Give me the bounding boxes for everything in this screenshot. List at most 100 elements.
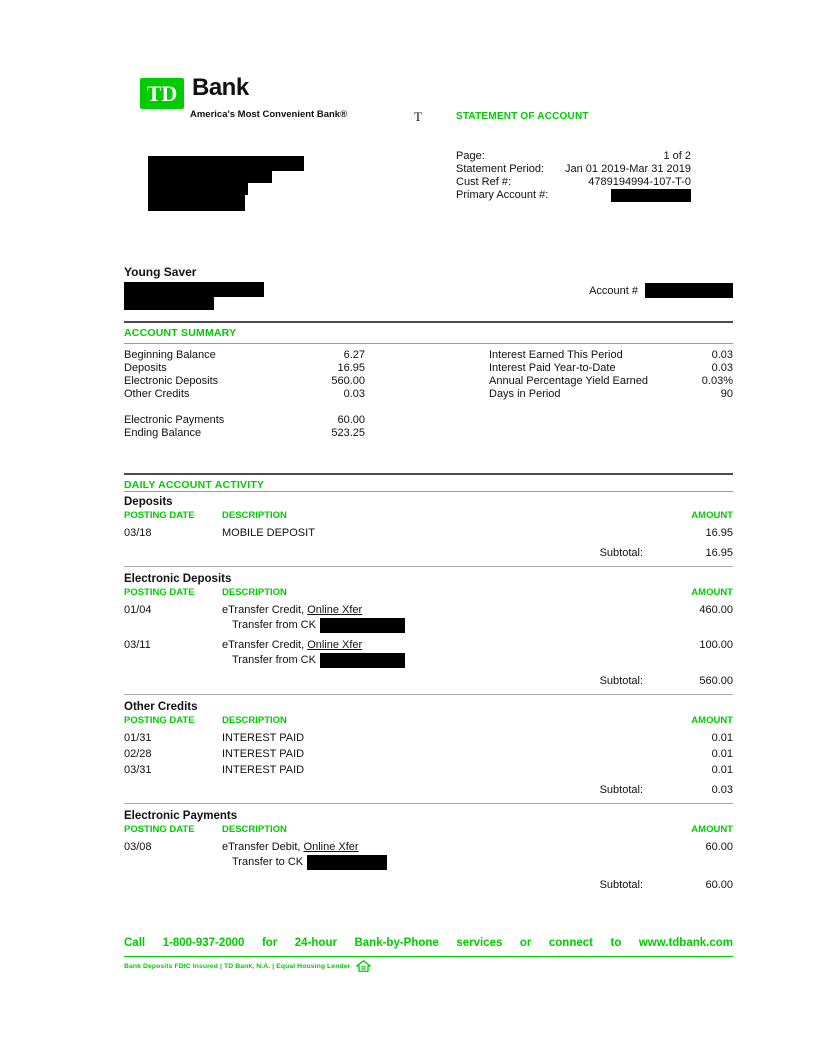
column-headers: POSTING DATE DESCRIPTION AMOUNT [124, 824, 733, 836]
description: MOBILE DEPOSIT [222, 527, 315, 539]
description-text: eTransfer Debit, [222, 841, 304, 853]
posting-date-header: POSTING DATE [124, 715, 195, 726]
table-row: 03/11 eTransfer Credit, Online Xfer Tran… [124, 639, 733, 668]
info-row-primary-account: Primary Account #: [456, 189, 691, 202]
summary-label: Interest Earned This Period [489, 349, 623, 361]
statement-period-label: Statement Period: [456, 163, 545, 175]
summary-label: Annual Percentage Yield Earned [489, 375, 649, 387]
table-row: 01/31 INTEREST PAID 0.01 [124, 732, 733, 745]
redacted-mailing-address [148, 156, 304, 211]
activity-section-electronic-deposits: Electronic Deposits POSTING DATE DESCRIP… [124, 572, 733, 695]
posting-date-header: POSTING DATE [124, 824, 195, 835]
subtotal-row: Subtotal: 0.03 [124, 784, 733, 797]
redaction-bar [645, 283, 733, 298]
description-line1: eTransfer Credit, Online Xfer [222, 639, 362, 651]
statement-info-table: Page: 1 of 2 Statement Period: Jan 01 20… [456, 150, 691, 202]
section-rule [124, 566, 733, 567]
statement-period-value: Jan 01 2019-Mar 31 2019 [565, 163, 691, 175]
amount-header: AMOUNT [691, 587, 733, 598]
summary-label: Beginning Balance [124, 349, 216, 361]
info-row-custref: Cust Ref #: 4789194994-107-T-0 [456, 176, 691, 189]
subtotal-row: Subtotal: 60.00 [124, 879, 733, 892]
column-headers: POSTING DATE DESCRIPTION AMOUNT [124, 510, 733, 522]
description: eTransfer Credit, Online Xfer Transfer f… [222, 604, 643, 633]
section-rule [124, 473, 733, 475]
table-row: 02/28 INTEREST PAID 0.01 [124, 748, 733, 761]
subtotal-row: Subtotal: 560.00 [124, 675, 733, 688]
amount: 100.00 [699, 639, 733, 651]
statement-of-account-title: STATEMENT OF ACCOUNT [456, 111, 589, 122]
description-header: DESCRIPTION [222, 824, 287, 835]
summary-row: Interest Paid Year-to-Date 0.03 [489, 362, 733, 375]
subtotal-row: Subtotal: 16.95 [124, 547, 733, 560]
amount-header: AMOUNT [691, 824, 733, 835]
footer-rule [124, 956, 733, 957]
posting-date: 02/28 [124, 748, 152, 760]
description: eTransfer Debit, Online Xfer Transfer to… [222, 841, 643, 870]
summary-row: Days in Period 90 [489, 388, 733, 401]
redaction-bar [124, 282, 264, 297]
description-line1: eTransfer Debit, Online Xfer [222, 841, 359, 853]
summary-row: Beginning Balance 6.27 [124, 349, 365, 362]
subtotal-label: Subtotal: [599, 879, 643, 891]
description-line2: Transfer from CK [232, 653, 643, 668]
description-header: DESCRIPTION [222, 510, 287, 521]
summary-row: Deposits 16.95 [124, 362, 365, 375]
daily-activity-title: DAILY ACCOUNT ACTIVITY [124, 479, 265, 491]
table-row: 01/04 eTransfer Credit, Online Xfer Tran… [124, 604, 733, 633]
summary-row: Other Credits 0.03 [124, 388, 365, 401]
description-header: DESCRIPTION [222, 715, 287, 726]
page-label: Page: [456, 150, 485, 162]
brand-tagline: America's Most Convenient Bank® [190, 109, 348, 120]
cust-ref-label: Cust Ref #: [456, 176, 512, 188]
description: eTransfer Credit, Online Xfer Transfer f… [222, 639, 643, 668]
description-text-underlined: Online Xfer [307, 639, 363, 651]
description-text-underlined: Online Xfer [303, 841, 359, 853]
table-row: 03/08 eTransfer Debit, Online Xfer Trans… [124, 841, 733, 870]
amount: 0.01 [711, 732, 733, 744]
table-row: 03/31 INTEREST PAID 0.01 [124, 764, 733, 777]
subtotal-amount: 0.03 [711, 784, 733, 796]
summary-value: 523.25 [331, 427, 365, 439]
form-type-marker: T [414, 109, 422, 124]
posting-date: 03/31 [124, 764, 152, 776]
footer-legal-line: Bank Deposits FDIC Insured | TD Bank, N.… [124, 960, 733, 972]
summary-label: Electronic Payments [124, 414, 225, 426]
cust-ref-value: 4789194994-107-T-0 [588, 176, 691, 188]
td-logo-letters: TD [146, 80, 178, 106]
posting-date-header: POSTING DATE [124, 587, 195, 598]
redaction-bar [307, 855, 388, 870]
subtotal-label: Subtotal: [599, 675, 643, 687]
section-rule [124, 694, 733, 695]
amount: 0.01 [711, 748, 733, 760]
subtotal-label: Subtotal: [599, 784, 643, 796]
column-headers: POSTING DATE DESCRIPTION AMOUNT [124, 587, 733, 599]
account-number-line: Account # [520, 283, 733, 298]
description-text-underlined: Online Xfer [307, 604, 363, 616]
posting-date-header: POSTING DATE [124, 510, 195, 521]
activity-section-electronic-payments: Electronic Payments POSTING DATE DESCRIP… [124, 809, 733, 892]
subtotal-label: Subtotal: [599, 547, 643, 559]
subtotal-amount: 560.00 [699, 675, 733, 687]
subtotal-amount: 16.95 [705, 547, 733, 559]
posting-date: 01/31 [124, 732, 152, 744]
td-bank-logo: TD [140, 78, 184, 109]
summary-value: 60.00 [337, 414, 365, 426]
redaction-bar [148, 195, 245, 211]
amount: 460.00 [699, 604, 733, 616]
description-line1: eTransfer Credit, Online Xfer [222, 604, 362, 616]
description: INTEREST PAID [222, 764, 305, 776]
summary-label: Other Credits [124, 388, 190, 400]
summary-value: 6.27 [343, 349, 365, 361]
summary-value: 0.03 [711, 362, 733, 374]
description: INTEREST PAID [222, 748, 305, 760]
summary-value: 560.00 [331, 375, 365, 387]
subsection-title: Electronic Payments [124, 810, 238, 822]
bank-by-phone-line: Call 1-800-937-2000 for 24-hour Bank-by-… [124, 937, 733, 949]
description-line2: Transfer from CK [232, 618, 643, 633]
amount: 0.01 [711, 764, 733, 776]
table-row: 03/18 MOBILE DEPOSIT 16.95 [124, 527, 733, 540]
amount: 60.00 [705, 841, 733, 853]
posting-date: 01/04 [124, 604, 152, 616]
